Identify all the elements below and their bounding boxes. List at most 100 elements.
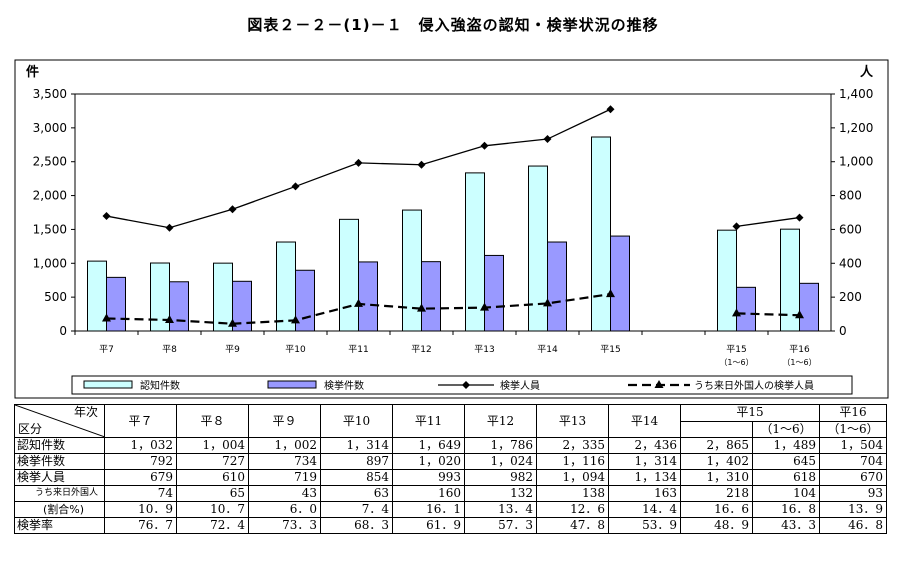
table-cell: 734 [248,453,321,470]
bar-recognized [780,228,800,332]
table-row: (割合%) 10．9 10．7 6．0 7．4 16．1 13．4 12．6 14．4 16．6 1… [14,501,887,518]
table-cell: 719 [248,469,321,486]
table-row-label: 認知件数 [14,437,105,454]
table-cell: 1，004 [176,437,249,454]
table-cell: 679 [104,469,177,486]
right-tick-label: 800 [839,189,862,203]
table-cell: 16．1 [392,501,465,518]
legend-label-cleared: 検挙件数 [324,379,364,392]
table-cell: 792 [104,453,177,470]
table-cell: 993 [392,469,465,486]
x-tick-label: 平15 [600,344,620,355]
left-tick-label: 1,000 [33,256,67,270]
marker-diamond [165,223,174,232]
table-cell: 1，402 [680,453,753,470]
bar-cleared [484,254,504,332]
bar-recognized [213,262,233,332]
table-cell: 1，649 [392,437,465,454]
table-cell: 1，020 [392,453,465,470]
table-cell: 2，335 [536,437,609,454]
table-cell: 854 [320,469,393,486]
table-row-label: 検挙率 [14,517,105,534]
x-tick-sublabel: （1～6） [719,358,753,367]
legend-label-recognized: 認知件数 [140,379,180,392]
left-axis-unit: 件 [26,64,39,80]
table-cell: 670 [819,469,887,486]
x-tick-label: 平14 [537,344,558,355]
marker-diamond [480,141,489,150]
marker-triangle [732,308,741,317]
table-cell: 76．7 [104,517,177,534]
bar-cleared [547,241,567,332]
table-cell: 727 [176,453,249,470]
table-row: うち来日外国人 74 65 43 63 160 132 138 163 218 104 93 [14,485,887,502]
bar-cleared [610,235,630,332]
chart: 件 人 0 500 1,000 1,500 2,000 2,500 3,000 3,500 0 200… [14,59,889,399]
line-arrested [736,216,800,228]
line-foreign-arrested [736,312,800,317]
right-tick-label: 600 [839,222,862,236]
left-tick-label: 2,500 [33,155,67,169]
bar-recognized [465,172,485,332]
left-tick-label: 0 [59,324,67,338]
table-cell: 897 [320,453,393,470]
table-col-header: 平13 [536,404,609,438]
right-tick-label: 1,400 [839,87,873,101]
table-cell: 1，314 [320,437,393,454]
table-cell: 1，314 [608,453,681,470]
x-tick-label: 平8 [162,344,177,355]
table-cell: 16．8 [752,501,820,518]
chart-frame [14,59,889,399]
table-cell: 1，310 [680,469,753,486]
table-cell: 1，032 [104,437,177,454]
table-col-header: 平７ [104,404,177,438]
table-cell: 57．3 [464,517,537,534]
bar-cleared [106,276,126,332]
marker-triangle [795,310,804,319]
marker-triangle [102,313,111,322]
bar-recognized [402,209,422,332]
x-tick-sublabel: （1～6） [782,358,816,367]
marker-diamond [291,182,300,191]
table-col-header: 平14 [608,404,681,438]
marker-diamond [795,213,804,222]
table-empty-cell [680,421,753,438]
x-tick-label: 平13 [474,344,494,355]
right-tick-label: 1,000 [839,155,873,169]
corner-category-label: 区分 [18,422,43,436]
legend-label-foreign: うち来日外国人の検挙人員 [694,379,814,392]
table-corner: 年次 区分 [14,404,105,438]
left-tick-label: 1,500 [33,222,67,236]
table-cell: 160 [392,485,465,502]
table-col-subheader-h16: （1～6） [819,420,887,438]
table-col-header-h16: 平16 [819,404,887,422]
table-cell: 73．3 [248,517,321,534]
table-cell: 10．7 [176,501,249,518]
x-tick-label: 平11 [348,344,368,355]
legend-swatch-recognized [83,380,133,389]
figure-title: 図表２－２－(1)－１ 侵入強盗の認知・検挙状況の推移 [247,16,659,34]
table-cell: 74 [104,485,177,502]
table-cell: 1，786 [464,437,537,454]
bar-recognized [717,229,737,332]
table-cell: 704 [819,453,887,470]
x-tick-label: 平10 [285,344,306,355]
table-cell: 1，489 [752,437,820,454]
marker-triangle [165,314,174,323]
marker-triangle [417,303,426,312]
bar-recognized [339,218,359,332]
table-cell: 104 [752,485,820,502]
table-cell: 2，436 [608,437,681,454]
left-tick-label: 3,000 [33,121,67,135]
marker-triangle [480,302,489,311]
data-table: 年次 区分 平７ 平８ 平９ 平10 平11 平12 平13 平14 平15 平… [14,404,887,534]
right-tick-label: 0 [839,324,847,338]
left-tick-label: 500 [44,290,67,304]
table-col-header: 平10 [320,404,393,438]
table-cell: 46．8 [819,517,887,534]
table-cell: 10．9 [104,501,177,518]
x-tick-label: 平9 [225,344,240,355]
table-cell: 1，094 [536,469,609,486]
right-tick-label: 200 [839,290,862,304]
marker-triangle [228,318,237,327]
